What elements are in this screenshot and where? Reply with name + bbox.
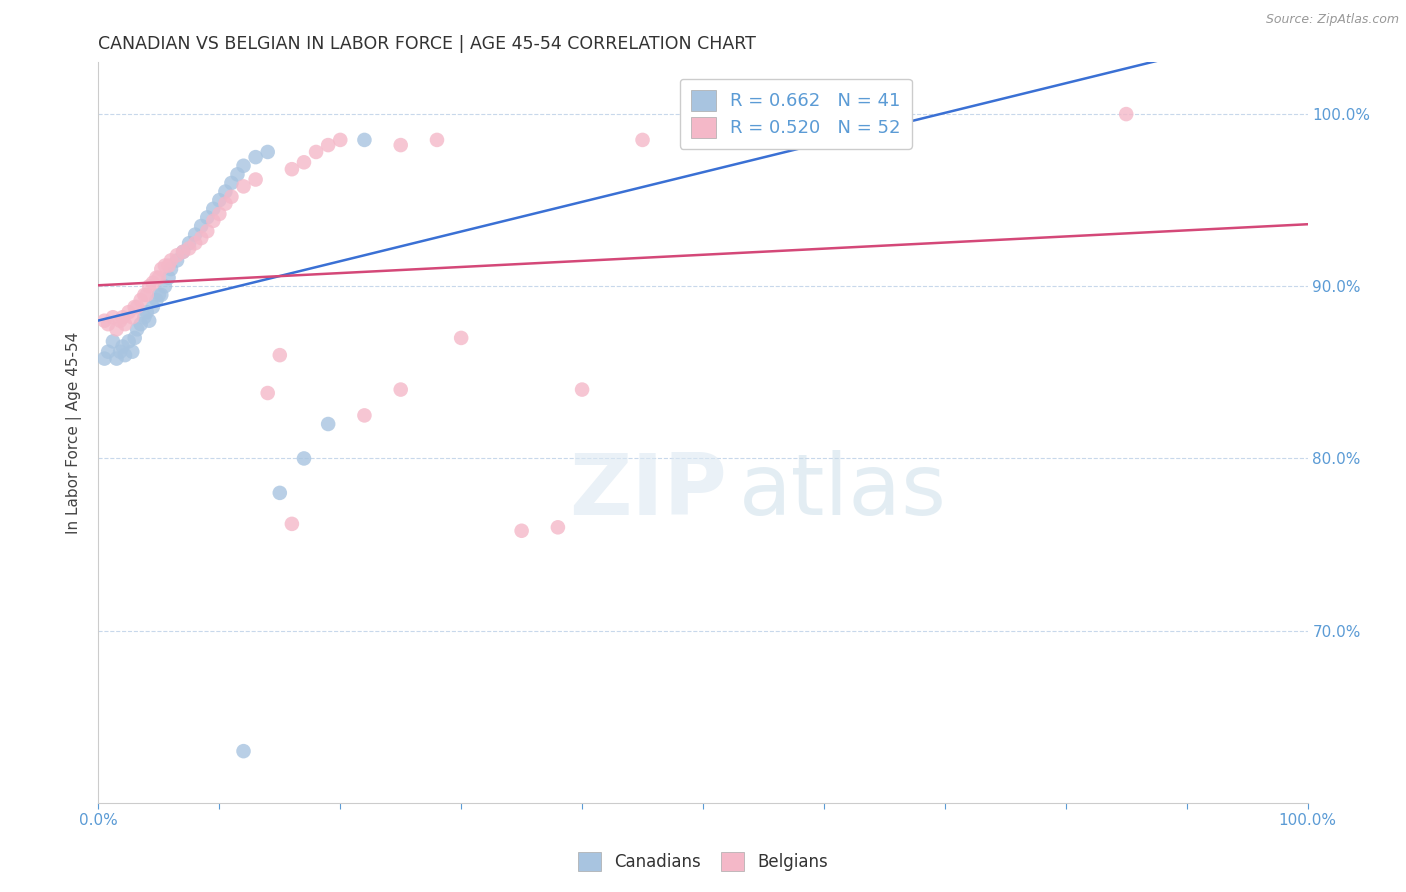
Point (316, 417, 339, 431)
Point (138, 314, 160, 328)
Text: CANADIAN VS BELGIAN IN LABOR FORCE | AGE 45-54 CORRELATION CHART: CANADIAN VS BELGIAN IN LABOR FORCE | AGE… (98, 35, 756, 53)
Point (153, 279, 176, 293)
Point (101, 334, 124, 349)
Point (135, 305, 157, 319)
Point (108, 344, 131, 359)
Point (124, 300, 146, 314)
Point (105, 351, 128, 366)
Point (226, 167, 249, 181)
Point (389, 138, 412, 153)
Point (160, 253, 183, 268)
Point (93, 314, 115, 328)
Point (316, 138, 339, 153)
Point (138, 279, 160, 293)
Point (111, 310, 134, 325)
Point (145, 270, 167, 285)
Point (101, 310, 124, 325)
Point (150, 288, 173, 302)
Point (118, 305, 141, 319)
Point (93, 351, 115, 366)
Point (166, 253, 188, 268)
Point (450, 331, 472, 345)
Point (281, 516, 304, 531)
Point (97, 317, 120, 331)
Point (195, 224, 218, 238)
Point (105, 322, 128, 336)
Point (214, 185, 236, 199)
Point (124, 331, 146, 345)
Point (179, 236, 201, 251)
Point (389, 383, 412, 397)
Point (172, 244, 194, 259)
Point (208, 207, 231, 221)
Point (157, 259, 180, 273)
Point (202, 214, 225, 228)
Point (135, 288, 157, 302)
Point (121, 310, 143, 325)
Point (305, 145, 328, 159)
Point (214, 196, 236, 211)
Text: atlas: atlas (740, 450, 948, 533)
Point (329, 133, 352, 147)
Point (121, 344, 143, 359)
Point (1115, 107, 1137, 121)
Point (281, 162, 304, 177)
Text: Source: ZipAtlas.com: Source: ZipAtlas.com (1265, 13, 1399, 27)
Point (202, 202, 225, 216)
Point (108, 314, 131, 328)
Point (256, 145, 278, 159)
Point (160, 262, 183, 277)
Point (142, 276, 165, 290)
Point (134, 310, 156, 325)
Point (353, 133, 375, 147)
Point (114, 317, 136, 331)
Point (145, 293, 167, 307)
Point (269, 348, 291, 362)
Point (256, 386, 278, 401)
Point (148, 288, 170, 302)
Point (148, 270, 170, 285)
Point (166, 248, 188, 262)
Point (179, 241, 201, 255)
Point (127, 300, 149, 314)
Point (134, 288, 156, 302)
Point (208, 193, 231, 207)
Point (245, 150, 267, 164)
Point (426, 133, 449, 147)
Point (142, 300, 165, 314)
Point (97, 344, 120, 359)
Point (190, 231, 212, 245)
Point (547, 520, 569, 534)
Point (232, 744, 254, 758)
Point (245, 172, 267, 186)
Text: ZIP: ZIP (569, 450, 727, 533)
Point (269, 486, 291, 500)
Point (127, 322, 149, 336)
Point (172, 244, 194, 259)
Point (631, 133, 654, 147)
Point (114, 348, 136, 362)
Point (153, 259, 176, 273)
Point (150, 262, 173, 277)
Point (232, 179, 254, 194)
Point (221, 190, 243, 204)
Point (353, 409, 375, 423)
Point (232, 159, 254, 173)
Point (195, 211, 218, 225)
Point (157, 270, 180, 285)
Point (571, 383, 593, 397)
Point (118, 334, 141, 349)
Point (221, 176, 243, 190)
Point (129, 293, 152, 307)
Point (184, 236, 207, 251)
Legend: Canadians, Belgians: Canadians, Belgians (569, 844, 837, 880)
Point (292, 451, 315, 466)
Y-axis label: In Labor Force | Age 45-54: In Labor Force | Age 45-54 (66, 332, 83, 533)
Point (184, 227, 207, 242)
Point (129, 317, 152, 331)
Point (190, 219, 212, 233)
Point (111, 339, 134, 353)
Point (292, 155, 315, 169)
Point (510, 524, 533, 538)
